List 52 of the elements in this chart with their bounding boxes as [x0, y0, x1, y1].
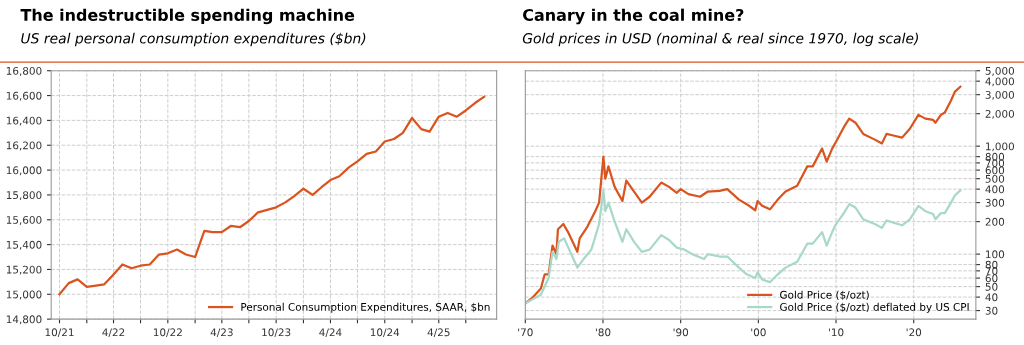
y-tick-label: 16,800: [6, 66, 42, 76]
y-tick-label: 400: [985, 185, 1005, 194]
chart-subtitle: US real personal consumption expenditures ($bn): [21, 32, 366, 47]
y-tick-label: 16,200: [6, 141, 42, 151]
legend-label: Personal Consumption Expenditures, SAAR, $bn: [241, 302, 490, 313]
x-tick-label: 10/21: [45, 328, 74, 338]
y-tick-label: 50: [985, 282, 998, 291]
y-tick-label: 15,000: [6, 290, 42, 300]
chart-subtitle: Gold prices in USD (nominal & real since 1970, log scale): [522, 32, 918, 47]
line-series: [58, 95, 486, 296]
x-tick-label: '90: [673, 328, 689, 337]
x-tick-label: 10/24: [370, 328, 400, 338]
y-tick-label: 16,600: [6, 91, 42, 101]
x-tick-label: 4/23: [210, 328, 233, 338]
y-tick-label: 16,000: [6, 166, 42, 176]
y-tick-label: 3,000: [985, 90, 1015, 100]
x-tick-label: 4/22: [102, 328, 125, 338]
y-tick-label: 40: [985, 293, 998, 302]
chart-title: Canary in the coal mine?: [523, 8, 744, 25]
y-tick-label: 2,000: [985, 109, 1015, 119]
chart-title: The indestructible spending machine: [20, 8, 355, 25]
y-tick-label: 200: [985, 217, 1005, 226]
y-tick-label: 15,800: [6, 191, 42, 201]
x-tick-label: '10: [828, 328, 844, 337]
x-tick-label: '00: [751, 328, 766, 337]
y-tick-label: 60: [985, 274, 998, 283]
x-tick-label: 10/22: [153, 328, 182, 338]
y-tick-label: 16,400: [6, 116, 42, 126]
y-tick-label: 300: [985, 198, 1005, 207]
y-tick-label: 70: [985, 267, 998, 275]
y-tick-label: 15,600: [6, 215, 42, 225]
y-tick-label: 80: [985, 260, 998, 269]
y-tick-label: 5,000: [985, 66, 1015, 76]
y-tick-label: 30: [985, 306, 998, 315]
y-tick-label: 14,800: [6, 315, 42, 325]
y-tick-label: 15,400: [6, 240, 42, 250]
x-tick-label: '70: [518, 328, 533, 337]
y-tick-label: 4,000: [985, 77, 1015, 87]
legend-label: Gold Price ($/ozt) deflated by US CPI: [780, 302, 969, 313]
legend-label: Gold Price ($/ozt): [780, 290, 869, 301]
x-tick-label: 4/25: [427, 328, 450, 338]
y-tick-label: 15,200: [6, 265, 42, 275]
y-tick-label: 800: [985, 152, 1005, 161]
x-tick-label: 4/24: [319, 328, 342, 338]
y-tick-label: 700: [985, 159, 1005, 168]
x-tick-label: '20: [906, 328, 922, 337]
y-tick-label: 500: [985, 174, 1005, 183]
y-tick-label: 600: [985, 166, 1005, 175]
y-tick-label: 1,000: [986, 142, 1015, 152]
x-tick-label: '80: [595, 328, 611, 337]
y-tick-label: 100: [986, 250, 1005, 259]
x-tick-label: 10/23: [262, 328, 291, 338]
